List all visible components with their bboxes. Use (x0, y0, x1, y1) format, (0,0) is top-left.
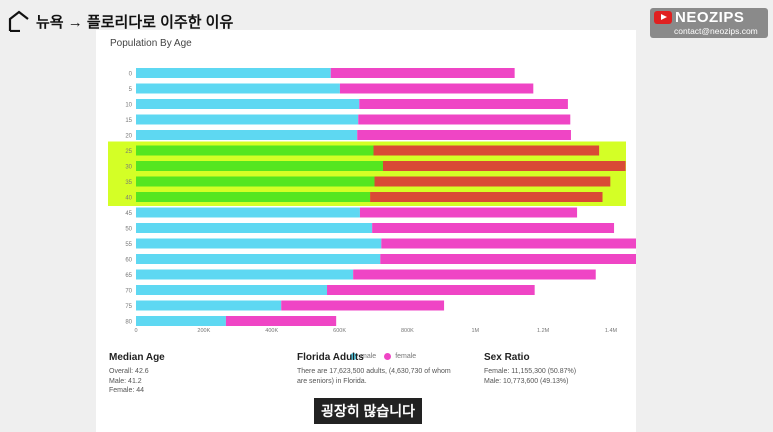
chart-legend: male female (350, 353, 416, 360)
bar-female-65 (353, 269, 596, 280)
chart-title: Population By Age (110, 38, 192, 49)
median-age-title: Median Age (109, 352, 165, 363)
florida-adults-title: Florida Adults (297, 352, 364, 363)
bar-male-60 (136, 254, 381, 264)
ytick-label: 25 (125, 149, 132, 155)
bar-female-35 (374, 176, 611, 187)
xtick-label: 800K (401, 328, 414, 334)
xtick-label: 600K (333, 328, 346, 334)
bar-female-30 (383, 161, 626, 171)
sex-ratio-female: Female: 11,155,300 (50.87%) (484, 368, 577, 375)
video-title: 뉴욕 → 플로리다로 이주한 이유 (36, 13, 234, 31)
bar-male-70 (136, 285, 328, 295)
legend-male-swatch (350, 353, 357, 360)
bar-male-50 (136, 223, 373, 233)
bar-female-75 (281, 300, 445, 311)
median-age-male: Male: 41.2 (109, 377, 142, 385)
house-icon (8, 10, 29, 32)
xtick-label: 0 (134, 328, 137, 334)
ytick-label: 15 (125, 118, 132, 124)
bar-female-15 (358, 114, 571, 125)
video-subtitle: 굉장히 많습니다 (314, 398, 423, 424)
brand-name: NEOZIPS (675, 9, 745, 26)
xtick-label: 400K (265, 328, 278, 334)
sex-ratio-male: Male: 10,773,600 (49.13%) (484, 377, 569, 385)
ytick-label: 75 (125, 304, 132, 310)
bar-female-55 (381, 238, 636, 249)
video-header: 뉴욕 → 플로리다로 이주한 이유 (8, 10, 233, 32)
bar-male-0 (136, 68, 331, 78)
bar-female-0 (330, 68, 515, 78)
bar-male-20 (136, 130, 358, 140)
sex-ratio-title: Sex Ratio (484, 352, 530, 363)
bar-female-40 (370, 192, 603, 202)
median-age-overall: Overall: 42.6 (109, 368, 149, 375)
bar-female-10 (359, 99, 568, 109)
ytick-label: 80 (125, 320, 132, 326)
bar-female-60 (380, 254, 636, 264)
florida-adults-panel: Florida Adults There are 17,623,500 adul… (297, 352, 451, 386)
channel-logo: NEOZIPS contact@neozips.com (650, 8, 768, 38)
bar-male-25 (136, 145, 374, 156)
ytick-label: 40 (125, 196, 132, 202)
xtick-label: 1.2M (537, 328, 550, 334)
ytick-label: 10 (125, 103, 132, 109)
bar-female-20 (357, 130, 571, 140)
bar-male-35 (136, 176, 375, 187)
population-chart: Population By Age 0 5 10 15 20 25 30 35 40 45 50 55 6… (108, 38, 636, 334)
bar-male-45 (136, 207, 360, 218)
ytick-label: 20 (125, 134, 132, 140)
ytick-label: 35 (125, 180, 132, 186)
florida-adults-line-2: are seniors) in Florida. (297, 377, 367, 385)
xtick-label: 1.4M (605, 328, 618, 334)
bar-male-55 (136, 238, 382, 249)
ytick-label: 30 (125, 165, 132, 171)
median-age-female: Female: 44 (109, 387, 145, 394)
ytick-label: 65 (125, 273, 132, 279)
bar-male-30 (136, 161, 383, 171)
florida-adults-line-1: There are 17,623,500 adults, (4,630,730 … (297, 368, 451, 375)
legend-female-swatch (384, 353, 392, 360)
bar-male-10 (136, 99, 360, 109)
ytick-label: 5 (129, 87, 133, 93)
bar-female-45 (359, 207, 578, 218)
bar-female-70 (327, 285, 535, 295)
sex-ratio-panel: Sex Ratio Female: 11,155,300 (50.87%) Ma… (484, 352, 576, 386)
bar-female-25 (373, 145, 600, 156)
bar-male-15 (136, 114, 359, 125)
ytick-label: 60 (125, 258, 132, 264)
brand-contact: contact@neozips.com (674, 26, 758, 36)
legend-male-label: male (361, 353, 377, 360)
bar-male-65 (136, 269, 354, 280)
bar-male-5 (136, 83, 340, 94)
xtick-label: 1M (471, 328, 479, 334)
bar-male-80 (136, 316, 226, 326)
ytick-label: 0 (129, 72, 133, 78)
ytick-label: 45 (125, 211, 132, 217)
ytick-label: 50 (125, 227, 132, 233)
bar-female-5 (339, 83, 534, 94)
ytick-label: 55 (125, 242, 132, 248)
median-age-panel: Median Age Overall: 42.6 Male: 41.2 Fema… (109, 352, 165, 396)
bar-male-40 (136, 192, 371, 202)
bar-female-80 (225, 316, 337, 326)
xtick-label: 200K (197, 328, 210, 334)
bar-male-75 (136, 300, 282, 311)
youtube-icon (654, 11, 672, 24)
ytick-label: 70 (125, 289, 132, 295)
legend-female-label: female (395, 353, 417, 360)
bar-female-50 (372, 223, 615, 233)
